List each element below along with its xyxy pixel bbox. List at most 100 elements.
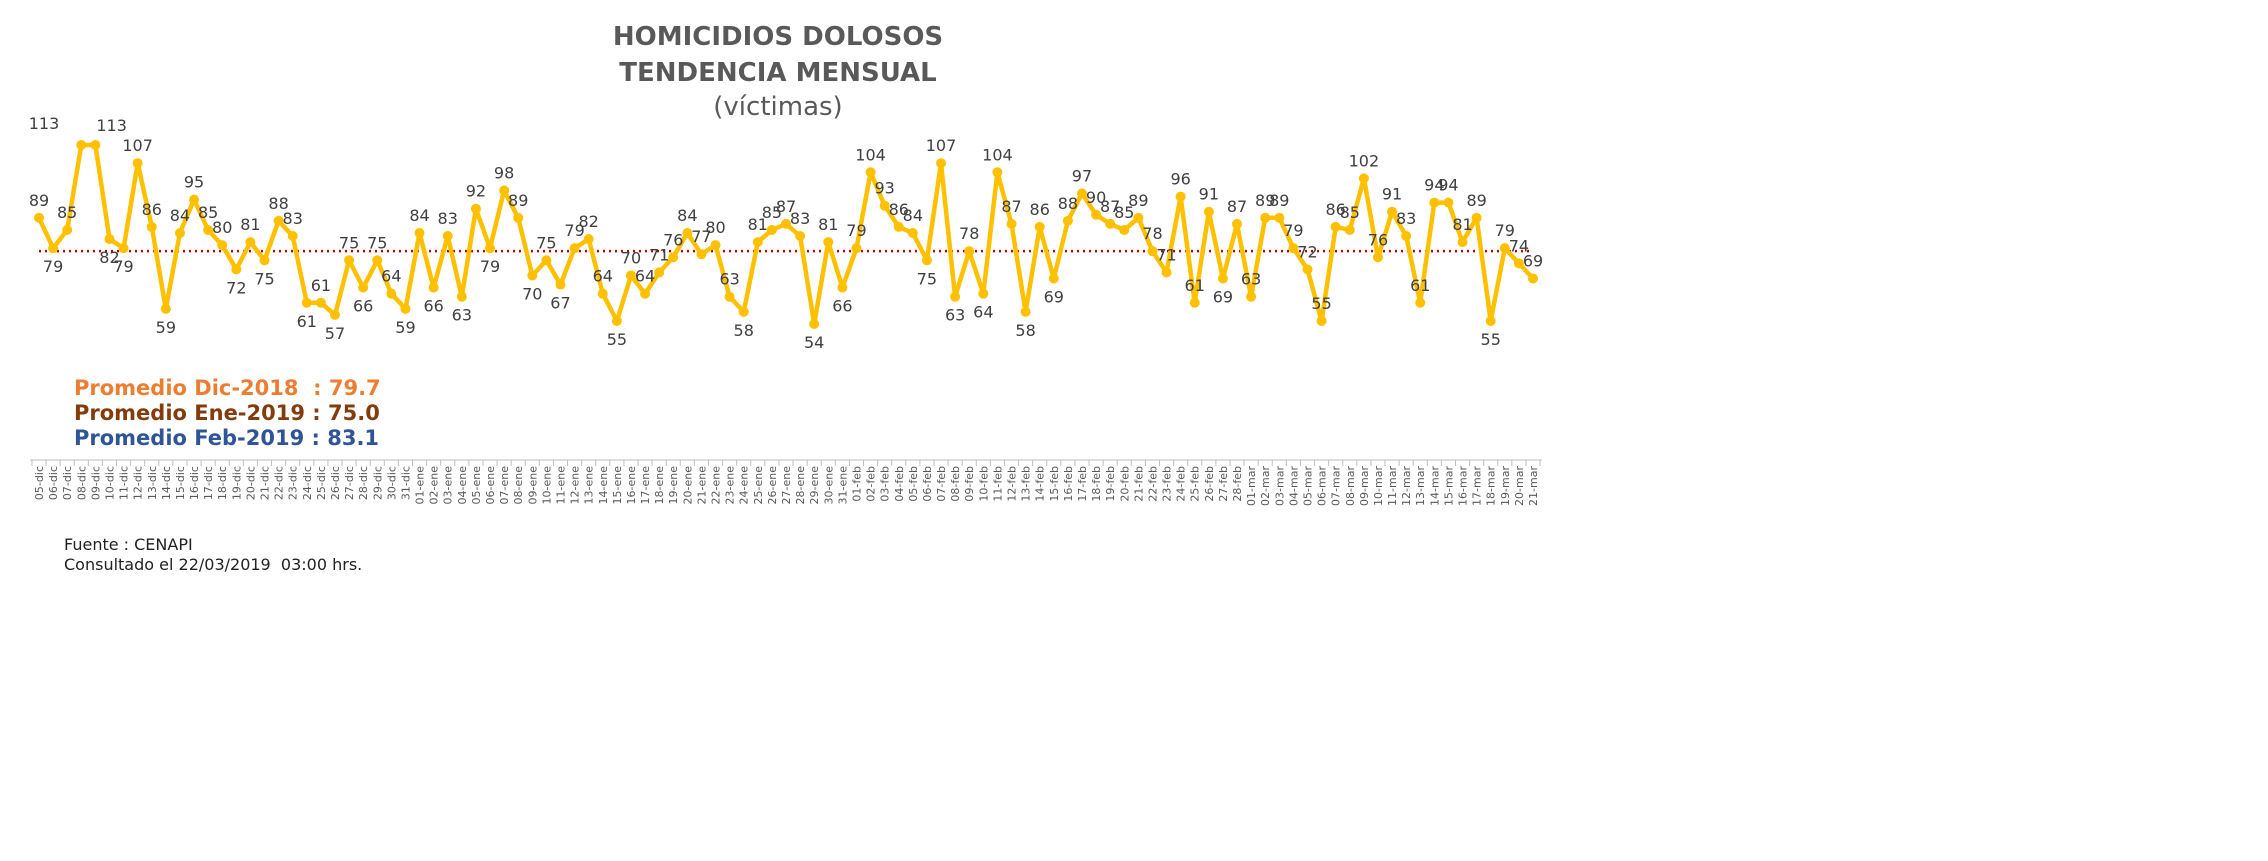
x-tick-label: 10-feb [977, 466, 990, 502]
x-tick-label: 03-ene [442, 466, 455, 505]
x-tick-label: 16-dic [188, 466, 201, 500]
average-dic-2018: Promedio Dic-2018 : 79.7 [74, 376, 381, 400]
data-point [499, 185, 510, 196]
data-label: 83 [790, 209, 810, 228]
data-point [386, 288, 397, 299]
x-tick-label: 25-ene [752, 466, 765, 505]
data-label: 75 [917, 269, 937, 288]
data-label: 57 [325, 324, 345, 343]
data-label: 79 [113, 257, 133, 276]
data-point [1034, 221, 1045, 232]
x-tick-label: 25-dic [315, 466, 328, 500]
data-label: 69 [1044, 287, 1064, 306]
data-point [1147, 246, 1158, 257]
data-label: 75 [536, 233, 556, 252]
data-label: 76 [663, 230, 683, 249]
data-point [1217, 273, 1228, 284]
data-point [1302, 264, 1313, 275]
chart-title-line2: TENDENCIA MENSUAL [619, 58, 937, 88]
data-point [344, 255, 355, 266]
data-point [1316, 315, 1327, 326]
data-label: 74 [1509, 236, 1529, 255]
x-tick-label: 03-feb [879, 466, 892, 502]
data-point [1387, 206, 1398, 217]
x-tick-label: 19-dic [230, 466, 243, 500]
data-label: 63 [719, 270, 739, 289]
data-point [992, 167, 1003, 178]
data-point [301, 297, 312, 308]
x-tick-label: 22-feb [1146, 466, 1159, 502]
x-tick-label: 14-dic [160, 466, 173, 500]
x-tick-label: 11-dic [118, 466, 131, 500]
x-tick-label: 01-ene [414, 466, 427, 505]
data-point [231, 264, 242, 275]
x-tick-label: 19-feb [1104, 466, 1117, 502]
x-tick-label: 12-dic [132, 466, 145, 500]
x-tick-label: 10-mar [1372, 466, 1385, 506]
data-label: 61 [1185, 276, 1205, 295]
data-label: 79 [1283, 221, 1303, 240]
data-label: 82 [578, 212, 598, 231]
x-tick-label: 31-dic [399, 466, 412, 500]
data-label: 61 [297, 312, 317, 331]
x-tick-label: 08-dic [75, 466, 88, 500]
data-point [696, 249, 707, 260]
x-tick-label: 21-feb [1132, 466, 1145, 502]
data-label: 71 [649, 245, 669, 264]
data-point [1189, 297, 1200, 308]
data-point [809, 319, 820, 329]
x-tick-label: 12-feb [1006, 466, 1019, 502]
data-point [936, 158, 947, 169]
data-point [146, 221, 157, 232]
data-label: 58 [734, 321, 754, 340]
data-label: 85 [1340, 203, 1360, 222]
data-label: 89 [1255, 191, 1275, 210]
data-point [1415, 297, 1426, 308]
data-label: 77 [691, 227, 711, 246]
data-point [456, 291, 467, 302]
data-label: 88 [1058, 194, 1078, 213]
x-tick-label: 15-mar [1442, 466, 1455, 506]
x-tick-label: 13-mar [1414, 466, 1427, 506]
data-label: 107 [926, 136, 957, 155]
data-label: 79 [43, 257, 63, 276]
x-tick-label: 05-dic [33, 466, 46, 500]
x-tick-label: 22-ene [710, 466, 723, 505]
x-tick-label: 30-ene [822, 466, 835, 505]
x-tick-label: 11-feb [991, 466, 1004, 502]
data-label: 85 [762, 203, 782, 222]
x-tick-label: 06-dic [47, 466, 60, 500]
data-label: 107 [122, 136, 153, 155]
data-point [273, 215, 284, 226]
data-point [217, 240, 228, 251]
data-point [1260, 212, 1271, 223]
x-tick-label: 15-feb [1048, 466, 1061, 502]
data-label: 78 [959, 224, 979, 243]
x-tick-label: 02-ene [428, 466, 441, 505]
data-point [738, 306, 749, 317]
data-label: 70 [621, 248, 641, 267]
data-point [1330, 221, 1341, 232]
data-point [597, 288, 608, 299]
data-point [442, 231, 453, 242]
x-tick-label: 30-dic [385, 466, 398, 500]
data-label: 86 [1325, 200, 1345, 219]
x-tick-label: 18-feb [1090, 466, 1103, 502]
data-label: 79 [846, 221, 866, 240]
data-point [978, 288, 989, 299]
x-tick-label: 08-mar [1344, 466, 1357, 506]
data-point [315, 297, 326, 308]
data-point [1288, 243, 1299, 254]
data-label: 113 [96, 116, 127, 135]
data-point [865, 167, 876, 178]
data-label: 83 [1396, 209, 1416, 228]
data-point [400, 303, 411, 314]
x-tick-label: 26-feb [1203, 466, 1216, 502]
data-point [259, 255, 270, 266]
data-label: 86 [889, 200, 909, 219]
data-point [48, 243, 59, 254]
data-label: 84 [677, 206, 697, 225]
data-point [950, 291, 961, 302]
data-label: 84 [903, 206, 923, 225]
x-tick-label: 17-mar [1471, 466, 1484, 506]
